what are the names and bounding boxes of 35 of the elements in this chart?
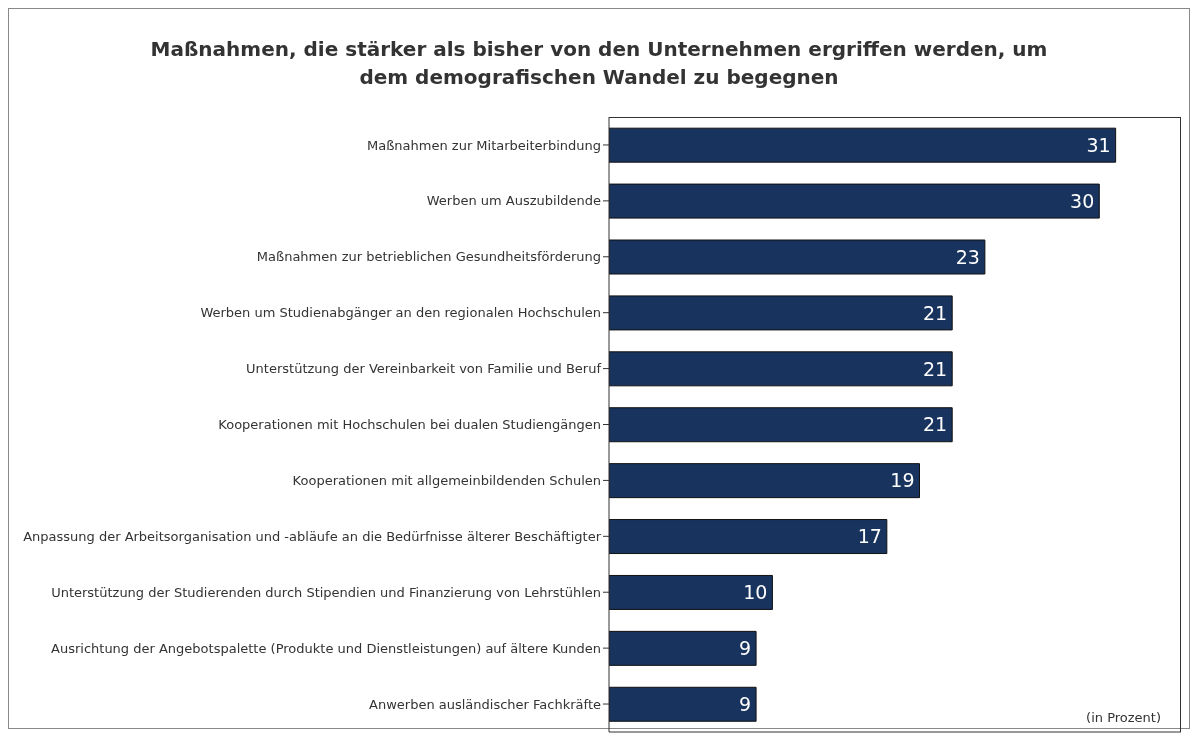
bar [609,686,757,722]
data-label: 30 [1070,189,1095,212]
y-tick-label: Anpassung der Arbeitsorganisation und -abläufe an die Bedürfnisse älterer Beschäftigter [23,528,602,544]
y-tick-label: Anwerben ausländischer Fachkräfte [369,696,601,712]
data-label: 9 [738,637,752,660]
y-tick-label: Unterstützung der Studierenden durch Stipendien und Finanzierung von Lehrstühlen [51,584,601,600]
data-label: 17 [857,525,882,548]
data-label: 21 [923,301,948,324]
bar [609,351,953,387]
data-label: 23 [955,245,980,268]
chart-title: Maßnahmen, die stärker als bisher von den Unternehmen ergriffen werden, um dem demografischen Wandel zu begegnen [149,36,1049,91]
data-label: 9 [738,693,752,716]
y-tick-label: Unterstützung der Vereinbarkeit von Familie und Beruf [246,361,602,377]
y-tick-label: Maßnahmen zur Mitarbeiterbindung [366,137,601,153]
bar [609,183,1100,219]
data-label: 31 [1086,133,1111,156]
data-label: 19 [890,469,915,492]
y-tick-label: Maßnahmen zur betrieblichen Gesundheitsförderung [256,249,601,265]
bar [609,127,1117,163]
y-tick-label: Werben um Studienabgänger an den regionalen Hochschulen [200,305,601,321]
y-tick-label: Kooperationen mit Hochschulen bei dualen Studiengängen [218,417,601,433]
annotation: (in Prozent) [1086,710,1161,725]
bar [609,295,953,331]
data-label: 21 [923,413,948,436]
y-tick-label: Kooperationen mit allgemeinbildenden Schulen [292,473,601,489]
data-label: 21 [923,357,948,380]
data-label: 10 [743,581,768,604]
bar [609,463,921,499]
y-tick-label: Ausrichtung der Angebotspalette (Produkte und Dienstleistungen) auf ältere Kunden [51,640,601,656]
bar [609,407,953,443]
bar [609,574,773,610]
bar [609,630,757,666]
bar [609,519,888,555]
y-tick-label: Werben um Auszubildende [426,193,601,209]
bar [609,239,986,275]
